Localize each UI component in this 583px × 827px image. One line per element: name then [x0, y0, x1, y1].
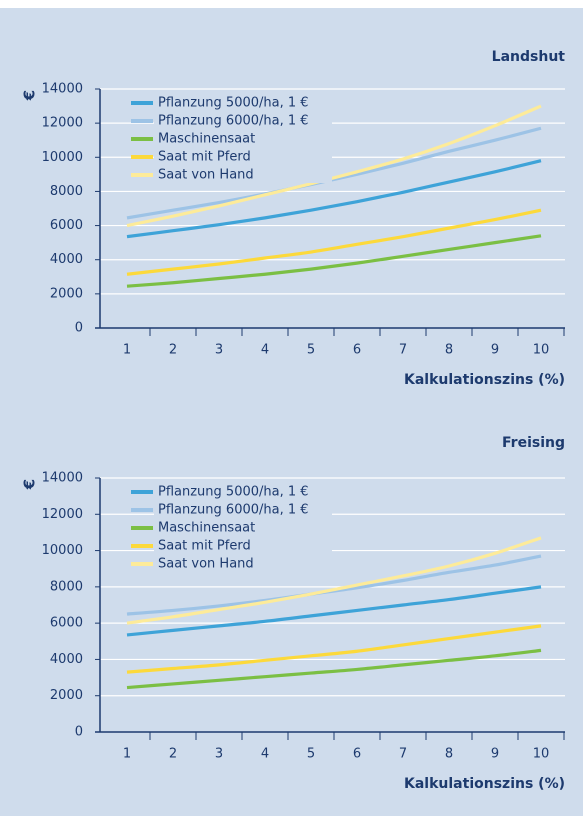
y-tick-label: 8000	[50, 579, 83, 594]
y-tick-label: 14000	[42, 82, 83, 97]
y-tick-label: 4000	[50, 252, 83, 267]
series-line	[126, 126, 542, 220]
y-tick-label: 10000	[42, 543, 83, 558]
x-tick-label: 5	[307, 343, 315, 358]
x-tick-label: 6	[353, 343, 361, 358]
x-tick-label: 7	[399, 747, 407, 762]
x-tick-label: 9	[491, 343, 499, 358]
x-tick-label: 10	[533, 747, 550, 762]
legend-bg	[154, 538, 332, 554]
x-tick-label: 8	[445, 747, 453, 762]
legend-label: Saat von Hand	[158, 557, 254, 572]
chart-title: Freising	[502, 435, 565, 451]
legend-bg	[154, 167, 332, 183]
panel	[0, 8, 583, 816]
y-tick-label: 14000	[42, 471, 83, 486]
legend-label: Pflanzung 6000/ha, 1 €	[158, 503, 309, 518]
series-line	[126, 208, 542, 276]
y-axis-label: €	[21, 90, 39, 101]
y-tick-label: 12000	[42, 507, 83, 522]
legend-label: Saat mit Pferd	[158, 150, 251, 165]
legend-bg	[154, 95, 332, 111]
y-tick-label: 10000	[42, 150, 83, 165]
chart-title: Landshut	[492, 49, 566, 65]
y-tick-label: 6000	[50, 616, 83, 631]
legend-label: Saat mit Pferd	[158, 539, 251, 554]
y-axis-label: €	[21, 479, 39, 490]
legend-label: Maschinensaat	[158, 132, 255, 147]
y-tick-label: 0	[75, 321, 83, 336]
series-line	[126, 648, 542, 690]
legend-label: Maschinensaat	[158, 521, 255, 536]
legend-label: Pflanzung 5000/ha, 1 €	[158, 485, 309, 500]
y-tick-label: 0	[75, 725, 83, 740]
y-tick-label: 8000	[50, 184, 83, 199]
series-line	[126, 585, 542, 637]
series-line	[126, 159, 542, 239]
x-axis-label: Kalkulationszins (%)	[404, 372, 565, 388]
x-tick-label: 2	[169, 747, 177, 762]
x-tick-label: 8	[445, 343, 453, 358]
x-tick-label: 5	[307, 747, 315, 762]
x-tick-label: 10	[533, 343, 550, 358]
legend-label: Pflanzung 5000/ha, 1 €	[158, 96, 309, 111]
x-tick-label: 4	[261, 747, 269, 762]
series-line	[126, 234, 542, 288]
legend-bg	[154, 556, 332, 572]
legend-bg	[154, 113, 332, 129]
legend-bg	[154, 520, 332, 536]
y-tick-label: 4000	[50, 652, 83, 667]
legend-label: Pflanzung 6000/ha, 1 €	[158, 114, 309, 129]
x-tick-label: 4	[261, 343, 269, 358]
x-tick-label: 1	[123, 747, 131, 762]
x-tick-label: 1	[123, 343, 131, 358]
y-tick-label: 2000	[50, 688, 83, 703]
y-tick-label: 6000	[50, 218, 83, 233]
series-line	[126, 104, 542, 228]
x-tick-label: 3	[215, 343, 223, 358]
x-axis-label: Kalkulationszins (%)	[404, 776, 565, 792]
legend-bg	[154, 149, 332, 165]
series-line	[126, 624, 542, 674]
y-tick-label: 12000	[42, 116, 83, 131]
legend-bg	[154, 502, 332, 518]
y-tick-label: 2000	[50, 286, 83, 301]
legend-bg	[154, 131, 332, 147]
legend-bg	[154, 484, 332, 500]
legend-label: Saat von Hand	[158, 168, 254, 183]
x-tick-label: 9	[491, 747, 499, 762]
x-tick-label: 2	[169, 343, 177, 358]
series-line	[126, 536, 542, 625]
x-tick-label: 7	[399, 343, 407, 358]
x-tick-label: 6	[353, 747, 361, 762]
x-tick-label: 3	[215, 747, 223, 762]
